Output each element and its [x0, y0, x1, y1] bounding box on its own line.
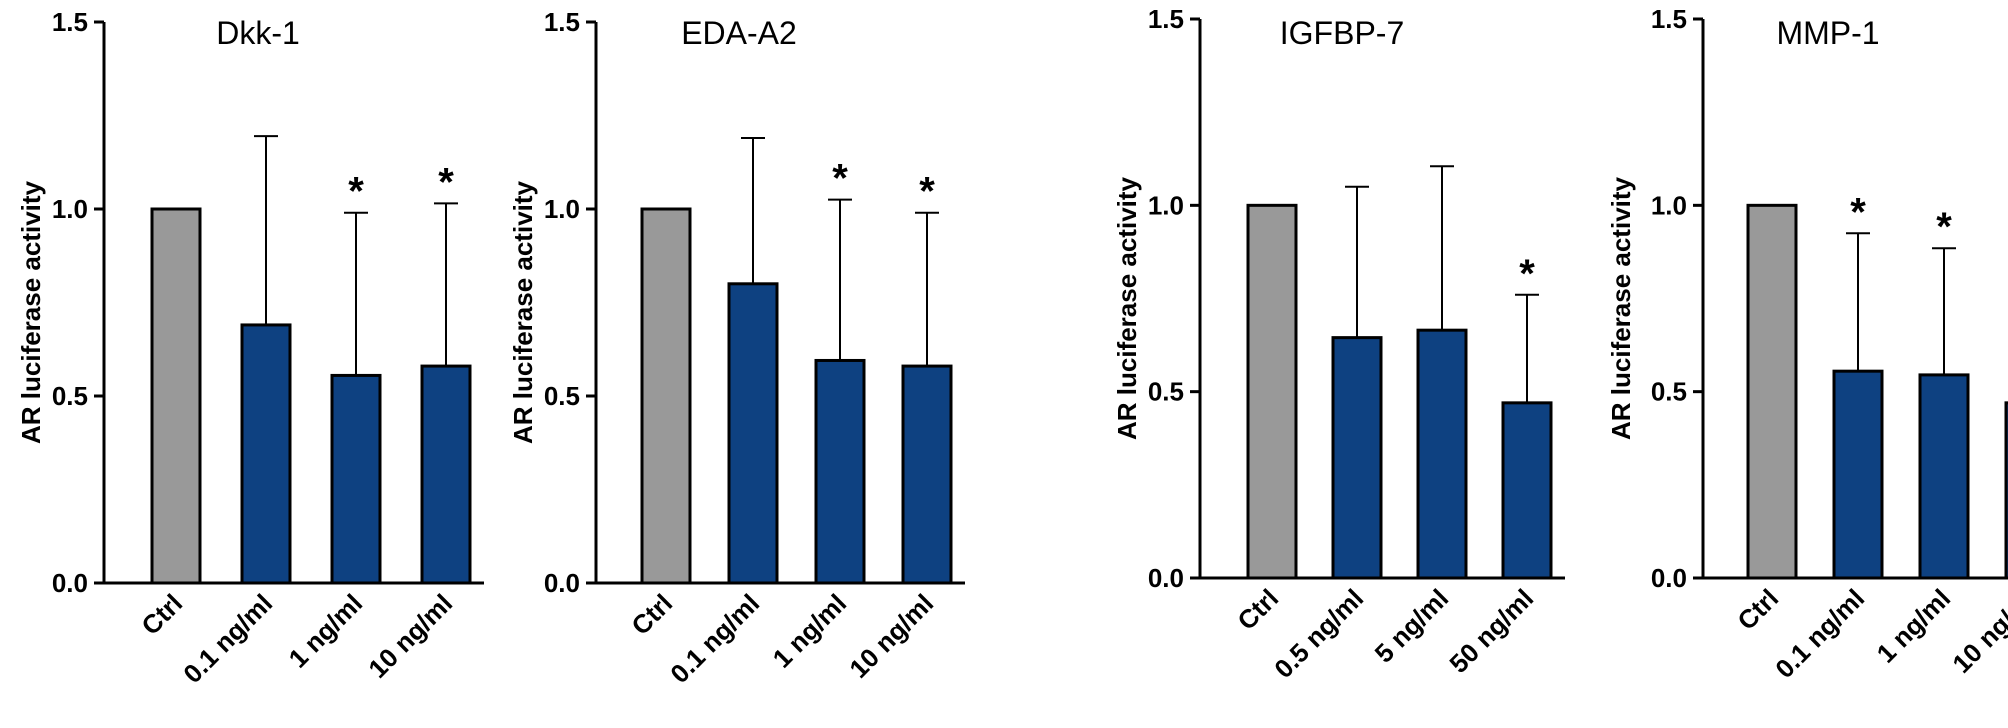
category-label: 10 ng/ml	[1946, 583, 2008, 679]
bar-1	[1746, 203, 1798, 580]
category-label: Ctrl	[135, 588, 188, 641]
category-label: Ctrl	[625, 588, 678, 641]
category-label: Ctrl	[1731, 583, 1784, 636]
y-tick-label: 1.5	[1148, 4, 1184, 34]
y-axis-label: AR luciferase activity	[1112, 176, 1142, 440]
chart-panel-4: MMP-1 AR luciferase activity 0.0 0.5 1.0 1.5 C…	[1606, 4, 2008, 684]
chart-panel-3: IGFBP-7 AR luciferase activity 0.0 0.5 1.0 1.…	[1112, 4, 1565, 684]
category-label: 0.1 ng/ml	[664, 588, 765, 689]
category-label: Ctrl	[1231, 583, 1284, 636]
y-tick-label: 0.0	[544, 568, 580, 598]
y-tick-label: 1.0	[52, 194, 88, 224]
y-axis-label: AR luciferase activity	[508, 180, 538, 444]
category-label: 10 ng/ml	[362, 588, 458, 684]
y-tick-label: 0.0	[1651, 563, 1687, 593]
bar-1	[640, 207, 692, 585]
chart-panel-2: EDA-A2 AR luciferase activity 0.0 0.5 1.0 1.5…	[508, 7, 965, 689]
bar-4	[420, 364, 472, 585]
bar-3	[814, 358, 866, 585]
y-tick-label: 1.0	[1148, 190, 1184, 220]
y-tick-label: 1.0	[544, 194, 580, 224]
bar-2	[1331, 336, 1383, 580]
significance-marker: *	[1519, 252, 1535, 296]
y-tick-label: 0.5	[1148, 377, 1184, 407]
y-tick-label: 1.0	[1651, 190, 1687, 220]
category-label: 5 ng/ml	[1369, 583, 1455, 669]
category-label: 1 ng/ml	[1871, 583, 1957, 669]
category-label: 1 ng/ml	[767, 588, 853, 674]
y-tick-label: 0.5	[1651, 377, 1687, 407]
bar-2	[727, 282, 779, 585]
significance-marker: *	[1936, 205, 1952, 249]
chart-title: IGFBP-7	[1280, 15, 1404, 51]
category-label: 0.5 ng/ml	[1268, 583, 1369, 684]
y-tick-label: 1.5	[1651, 4, 1687, 34]
bar-1	[150, 207, 202, 585]
category-label: 0.1 ng/ml	[177, 588, 278, 689]
y-tick-label: 0.0	[1148, 563, 1184, 593]
bar-1	[1246, 203, 1298, 580]
y-tick-label: 1.5	[544, 7, 580, 37]
y-tick-label: 0.5	[544, 381, 580, 411]
significance-marker: *	[348, 170, 364, 214]
chart-title: MMP-1	[1776, 15, 1879, 51]
chart-title: Dkk-1	[216, 15, 300, 51]
significance-marker: *	[1850, 190, 1866, 234]
bar-4	[1501, 401, 1553, 580]
bar-3	[1918, 373, 1970, 580]
category-label: 0.1 ng/ml	[1769, 583, 1870, 684]
chart-panel-1: Dkk-1 AR luciferase activity 0.0 0.5 1.0 1.5 C…	[16, 7, 484, 689]
bar-4	[901, 364, 953, 585]
chart-title: EDA-A2	[681, 15, 797, 51]
bar-3	[1416, 328, 1468, 580]
y-axis-label: AR luciferase activity	[16, 180, 46, 444]
y-axis-label: AR luciferase activity	[1606, 176, 1636, 440]
bar-2	[1832, 369, 1884, 580]
y-tick-label: 0.0	[52, 568, 88, 598]
bar-4	[2004, 401, 2008, 580]
significance-marker: *	[919, 170, 935, 214]
significance-marker: *	[832, 157, 848, 201]
bar-3	[330, 373, 382, 585]
category-label: 50 ng/ml	[1443, 583, 1539, 679]
category-label: 10 ng/ml	[843, 588, 939, 684]
y-tick-label: 0.5	[52, 381, 88, 411]
bar-2	[240, 323, 292, 585]
y-tick-label: 1.5	[52, 7, 88, 37]
significance-marker: *	[438, 160, 454, 204]
category-label: 1 ng/ml	[283, 588, 369, 674]
